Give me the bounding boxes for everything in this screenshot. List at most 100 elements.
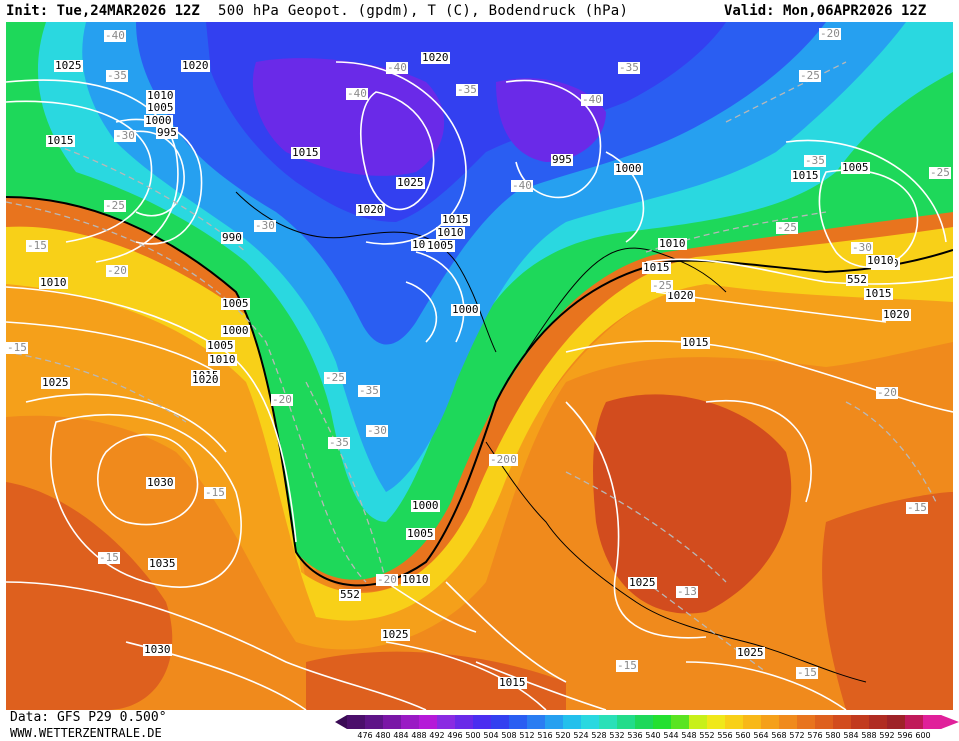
- pressure-label: 1000: [614, 162, 643, 175]
- colorbar-tick-label: 512: [519, 731, 535, 740]
- temp-field-warm-west: [6, 482, 173, 710]
- temp-field-warm-south: [306, 651, 566, 710]
- pressure-label: 1005: [406, 527, 435, 540]
- temperature-label: -20: [106, 264, 128, 277]
- coastline-scandinavia: [525, 247, 727, 353]
- temperature-label: -20: [489, 453, 511, 466]
- temperature-label: -20: [376, 573, 398, 586]
- temperature-label: -40: [346, 87, 368, 100]
- colorbar-tick-label: 560: [735, 731, 751, 740]
- pressure-label: 1015: [642, 261, 671, 274]
- colorbar-swatch: [815, 715, 834, 729]
- temperature-label: -15: [906, 501, 928, 514]
- temperature-label: -15: [616, 659, 638, 672]
- pressure-label: 1005: [841, 161, 870, 174]
- colorbar-tick-label: 500: [465, 731, 481, 740]
- temperature-label: -35: [328, 436, 350, 449]
- colorbar-swatch: [491, 715, 510, 729]
- colorbar-swatch: [671, 715, 690, 729]
- temperature-label: -25: [799, 69, 821, 82]
- pressure-label: 1030: [146, 476, 175, 489]
- pressure-label: 1020: [191, 373, 220, 386]
- colorbar-tick-label: 516: [537, 731, 553, 740]
- colorbar-swatch: [473, 715, 492, 729]
- website-credit: WWW.WETTERZENTRALE.DE: [10, 726, 162, 740]
- pressure-label: 1010: [658, 237, 687, 250]
- pressure-label: 1020: [356, 203, 385, 216]
- colorbar-swatch: [401, 715, 420, 729]
- colorbar-tick-label: 552: [699, 731, 715, 740]
- colorbar-tick-label: 508: [501, 731, 517, 740]
- pressure-label: 1020: [421, 51, 450, 64]
- colorbar-tick-label: 528: [591, 731, 607, 740]
- colorbar-swatch: [581, 715, 600, 729]
- colorbar-swatch: [833, 715, 852, 729]
- colorbar-swatch: [419, 715, 438, 729]
- pressure-label: 1005: [426, 239, 455, 252]
- colorbar-tick-label: 520: [555, 731, 571, 740]
- colorbar-tick-label: 476: [357, 731, 373, 740]
- colorbar-tick-label: 536: [627, 731, 643, 740]
- colorbar-tick-label: 532: [609, 731, 625, 740]
- temperature-label: -15: [796, 666, 818, 679]
- pressure-label: 1020: [181, 59, 210, 72]
- geopotential-label: 552: [846, 273, 868, 286]
- pressure-label: 1005: [146, 101, 175, 114]
- colorbar-tick-label: 480: [375, 731, 391, 740]
- temperature-label: -15: [204, 486, 226, 499]
- colorbar-swatch: [599, 715, 618, 729]
- colorbar-tick-label: 580: [825, 731, 841, 740]
- pressure-label: 1010: [866, 254, 895, 267]
- pressure-label: 1010: [39, 276, 68, 289]
- temperature-label: -25: [776, 221, 798, 234]
- map-title: 500 hPa Geopot. (gpdm), T (C), Bodendruc…: [218, 3, 629, 19]
- weather-map: 1025 1020 1010 1005 1000 995 1015 1015 1020 1025 1…: [6, 22, 953, 710]
- pressure-label: 1030: [143, 643, 172, 656]
- colorbar-tick-label: 504: [483, 731, 499, 740]
- pressure-label: 995: [156, 126, 178, 139]
- colorbar-tick-label: 592: [879, 731, 895, 740]
- colorbar-swatch: [887, 715, 906, 729]
- colorbar-swatch: [617, 715, 636, 729]
- colorbar-tick-label: 564: [753, 731, 769, 740]
- colorbar-tick-label: 556: [717, 731, 733, 740]
- pressure-label: 1020: [666, 289, 695, 302]
- temperature-label: -15: [98, 551, 120, 564]
- map-header: Init: Tue,24MAR2026 12Z 500 hPa Geopot. …: [0, 0, 959, 22]
- colorbar-swatch: [509, 715, 528, 729]
- valid-time: Valid: Mon,06APR2026 12Z: [724, 3, 927, 19]
- colorbar-swatch: [743, 715, 762, 729]
- temperature-label: -25: [104, 199, 126, 212]
- temperature-label: -20: [819, 27, 841, 40]
- pressure-label: 990: [221, 231, 243, 244]
- colorbar-swatch: [851, 715, 870, 729]
- temperature-label: -35: [456, 83, 478, 96]
- temperature-label: -40: [581, 93, 603, 106]
- colorbar-swatch: [527, 715, 546, 729]
- colorbar-swatch: [563, 715, 582, 729]
- colorbar-tick-label: 544: [663, 731, 679, 740]
- colorbar-tick-label: 584: [843, 731, 859, 740]
- colorbar-tick-label: 600: [915, 731, 931, 740]
- colorbar-swatch: [725, 715, 744, 729]
- temperature-label: -20: [271, 393, 293, 406]
- isotherms: [6, 61, 937, 673]
- temperature-label: -30: [114, 129, 136, 142]
- temperature-label: -30: [254, 219, 276, 232]
- colorbar-swatch: [365, 715, 384, 729]
- colorbar-swatch: [923, 715, 942, 729]
- temp-field-warm-east: [822, 492, 953, 710]
- pressure-label: 1000: [411, 499, 440, 512]
- pressure-label: 1005: [206, 339, 235, 352]
- pressure-label: 1025: [54, 59, 83, 72]
- colorbar-swatch: [905, 715, 924, 729]
- colorbar-tick-label: 524: [573, 731, 589, 740]
- geopotential-552-contour: [6, 196, 953, 587]
- pressure-label: 1015: [791, 169, 820, 182]
- colorbar-tick-label: 572: [789, 731, 805, 740]
- temperature-label: -25: [324, 371, 346, 384]
- colorbar-swatch: [455, 715, 474, 729]
- temperature-label: -30: [851, 241, 873, 254]
- temperature-label: -15: [6, 341, 28, 354]
- colorbar-swatch: [635, 715, 654, 729]
